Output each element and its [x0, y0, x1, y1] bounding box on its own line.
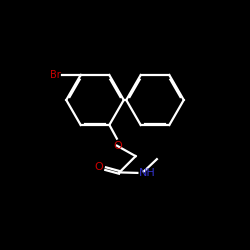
Text: Br: Br — [50, 70, 61, 80]
Text: O: O — [94, 162, 103, 172]
Text: NH: NH — [139, 168, 156, 178]
Text: O: O — [114, 141, 122, 151]
